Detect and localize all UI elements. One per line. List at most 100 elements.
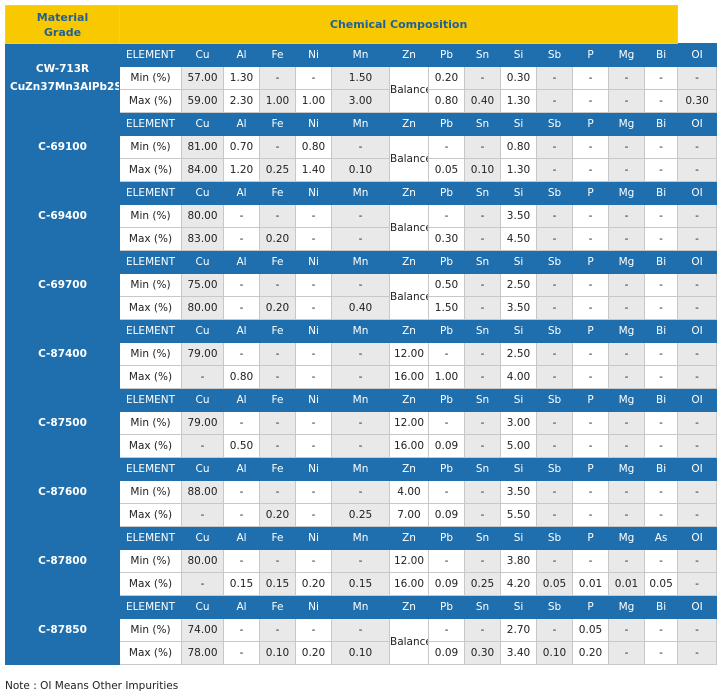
element-label: Bi — [643, 43, 679, 67]
value-cell: - — [608, 365, 645, 389]
value-cell: 0.20 — [295, 641, 332, 665]
element-label: Si — [500, 181, 537, 205]
value-cell: - — [677, 227, 717, 251]
row-label: Min (%) — [119, 204, 182, 228]
grade-cell: C-87600 — [5, 457, 120, 527]
value-cell: - — [331, 434, 390, 458]
value-cell: 1.30 — [223, 66, 260, 90]
element-label: Sb — [536, 181, 573, 205]
element-header-row: C-87800 ELEMENT Cu Al Fe Ni Mn Zn Pb Sn Si Sb P Mg As O… — [5, 526, 717, 596]
value-cell: - — [259, 273, 296, 297]
value-cell: - — [464, 135, 501, 159]
element-label: Al — [223, 250, 260, 274]
value-cell: 0.15 — [259, 572, 296, 596]
value-cell: 1.20 — [223, 158, 260, 182]
value-cell: 16.00 — [389, 365, 429, 389]
value-cell: - — [464, 296, 501, 320]
value-cell: - — [428, 204, 465, 228]
value-cell: - — [643, 411, 679, 435]
value-cell: - — [223, 227, 260, 251]
element-header-row: CW-713R CuZn37Mn3AlPb2Si ELEMENT Cu Al Fe Ni M… — [5, 43, 717, 113]
element-label: Sn — [464, 181, 501, 205]
value-cell: 0.40 — [464, 89, 501, 113]
value-cell: - — [643, 273, 679, 297]
value-cell: - — [295, 204, 332, 228]
grade-cell: C-87850 — [5, 595, 120, 665]
element-label: Si — [500, 388, 537, 412]
element-label: Al — [223, 388, 260, 412]
value-cell: 88.00 — [181, 480, 224, 504]
value-cell: - — [295, 549, 332, 573]
element-label: Zn — [389, 181, 429, 205]
element-label: Sb — [536, 526, 573, 550]
element-label: Al — [223, 43, 260, 67]
value-cell: 0.05 — [643, 572, 679, 596]
value-cell: - — [536, 66, 573, 90]
value-cell: - — [181, 365, 224, 389]
value-cell: - — [536, 411, 573, 435]
max-row: Max (%) 78.00-0.10 0.20 0.10 0.09 0.30 3.40 0.1… — [6, 641, 717, 665]
max-row: Max (%) 59.00 2.30 1.00 1.00 3.00 0.80 0.40 1.30… — [6, 89, 717, 113]
value-cell: 0.30 — [677, 89, 717, 113]
row-label: Max (%) — [119, 572, 182, 596]
chemical-composition-table: Material Grade Chemical Composition CW-7… — [5, 5, 717, 665]
element-label: Al — [223, 595, 260, 619]
value-cell: - — [677, 411, 717, 435]
value-cell: - — [677, 296, 717, 320]
element-label: Ni — [295, 388, 332, 412]
value-cell: - — [464, 618, 501, 642]
value-cell: 1.00 — [428, 365, 465, 389]
element-header-row: C-87500 ELEMENT Cu Al Fe Ni Mn Zn Pb Sn Si Sb P Mg Bi O… — [5, 388, 717, 458]
value-cell: - — [536, 342, 573, 366]
value-cell: - — [259, 411, 296, 435]
element-label: ELEMENT — [119, 319, 182, 343]
element-label: Si — [500, 457, 537, 481]
element-label: Cu — [181, 250, 224, 274]
value-cell: - — [677, 549, 717, 573]
value-cell: - — [295, 296, 332, 320]
chemical-composition-header: Chemical Composition — [118, 5, 679, 44]
value-cell: 1.00 — [259, 89, 296, 113]
element-label: Zn — [389, 526, 429, 550]
value-cell: - — [643, 204, 679, 228]
value-cell: - — [464, 204, 501, 228]
value-cell: 12.00 — [389, 342, 429, 366]
element-label: OI — [677, 526, 717, 550]
value-cell: - — [223, 618, 260, 642]
value-cell: - — [428, 480, 465, 504]
value-cell: - — [536, 158, 573, 182]
value-cell: - — [223, 549, 260, 573]
value-cell: - — [259, 434, 296, 458]
element-label: P — [572, 457, 609, 481]
element-label: Bi — [643, 595, 679, 619]
element-label: Ni — [295, 181, 332, 205]
value-cell: - — [181, 503, 224, 527]
element-label: Pb — [428, 595, 465, 619]
value-cell: 0.20 — [428, 66, 465, 90]
value-cell: - — [181, 572, 224, 596]
value-cell: 0.10 — [331, 641, 390, 665]
value-cell: - — [643, 227, 679, 251]
element-label: Sb — [536, 43, 573, 67]
value-cell: 81.00 — [181, 135, 224, 159]
value-cell: 2.50 — [500, 273, 537, 297]
element-label: P — [572, 388, 609, 412]
zn-balance-cell: Balance — [389, 204, 429, 251]
value-cell: 1.50 — [428, 296, 465, 320]
value-cell: - — [608, 503, 645, 527]
row-label: Max (%) — [119, 89, 182, 113]
value-cell: 4.00 — [389, 480, 429, 504]
element-label: Ni — [295, 457, 332, 481]
element-label: Al — [223, 319, 260, 343]
element-label: Sn — [464, 595, 501, 619]
value-cell: 0.20 — [259, 503, 296, 527]
value-cell: 3.50 — [500, 296, 537, 320]
value-cell: - — [677, 273, 717, 297]
element-label: Cu — [181, 457, 224, 481]
value-cell: - — [608, 618, 645, 642]
element-label: Cu — [181, 319, 224, 343]
value-cell: 0.70 — [223, 135, 260, 159]
element-label: Sb — [536, 457, 573, 481]
value-cell: - — [331, 227, 390, 251]
value-cell: 0.20 — [259, 296, 296, 320]
